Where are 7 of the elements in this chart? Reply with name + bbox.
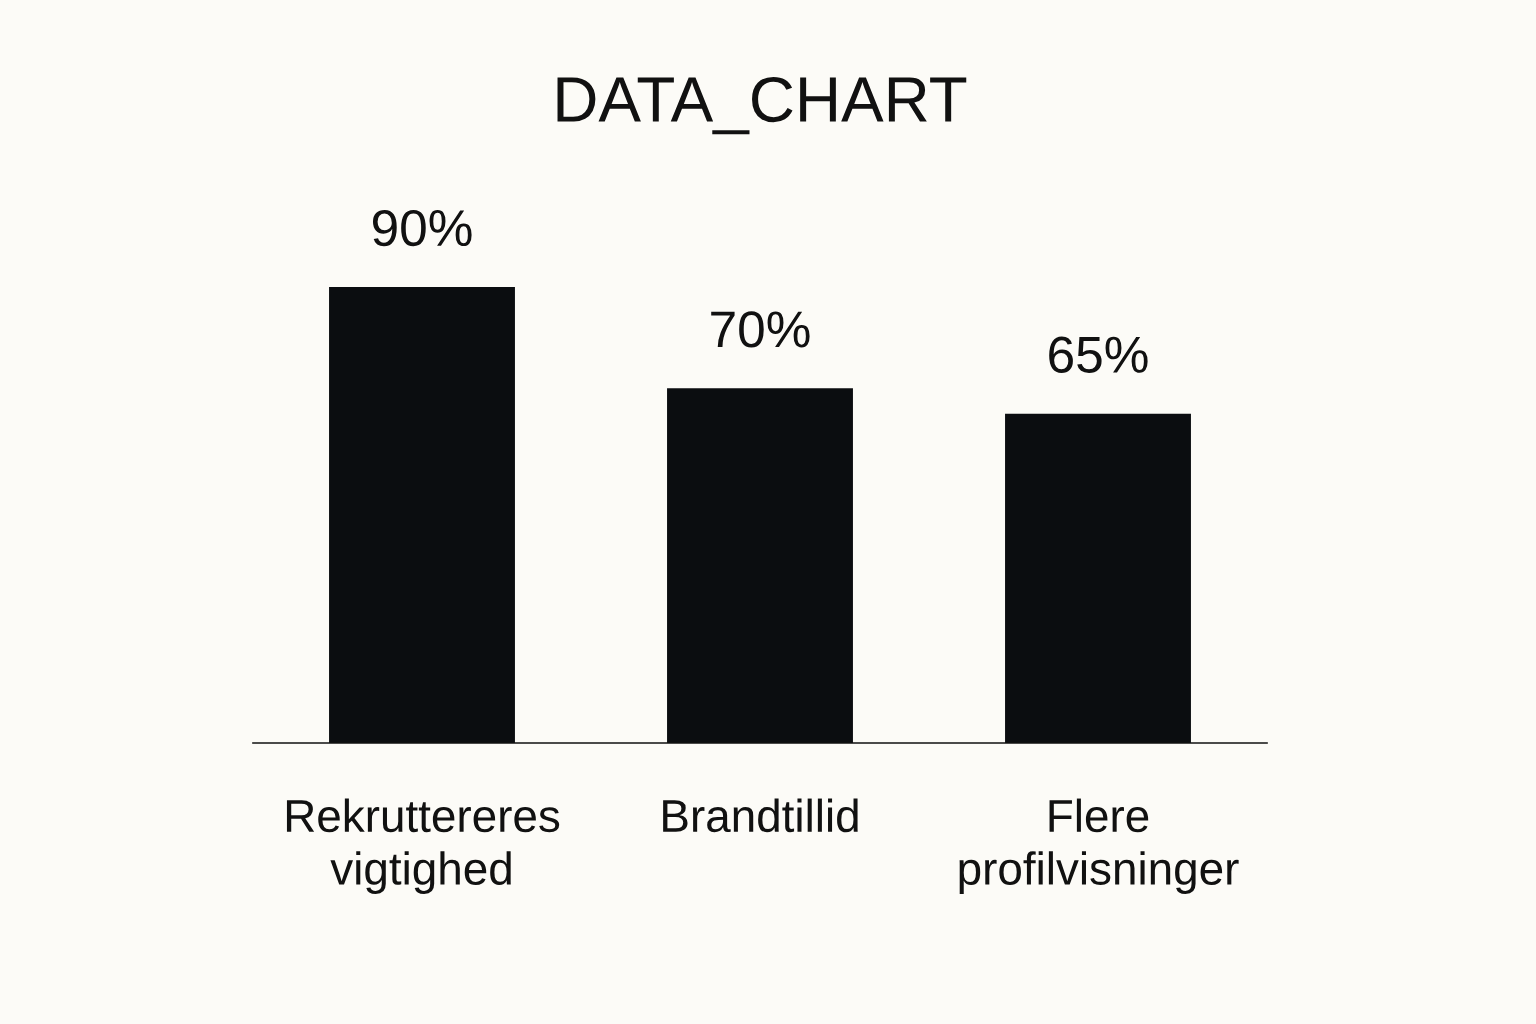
x-tick-label: Rekruttereres vigtighed (286, 798, 560, 894)
data-label: 90% (372, 209, 472, 247)
chart-title: DATA_CHART (557, 76, 967, 135)
x-tick-label: Flere profilvisninger (959, 798, 1239, 894)
x-tick-label: Brandtillid (663, 798, 858, 833)
data-label: 65% (1049, 336, 1148, 373)
data-label: 70% (711, 311, 810, 348)
